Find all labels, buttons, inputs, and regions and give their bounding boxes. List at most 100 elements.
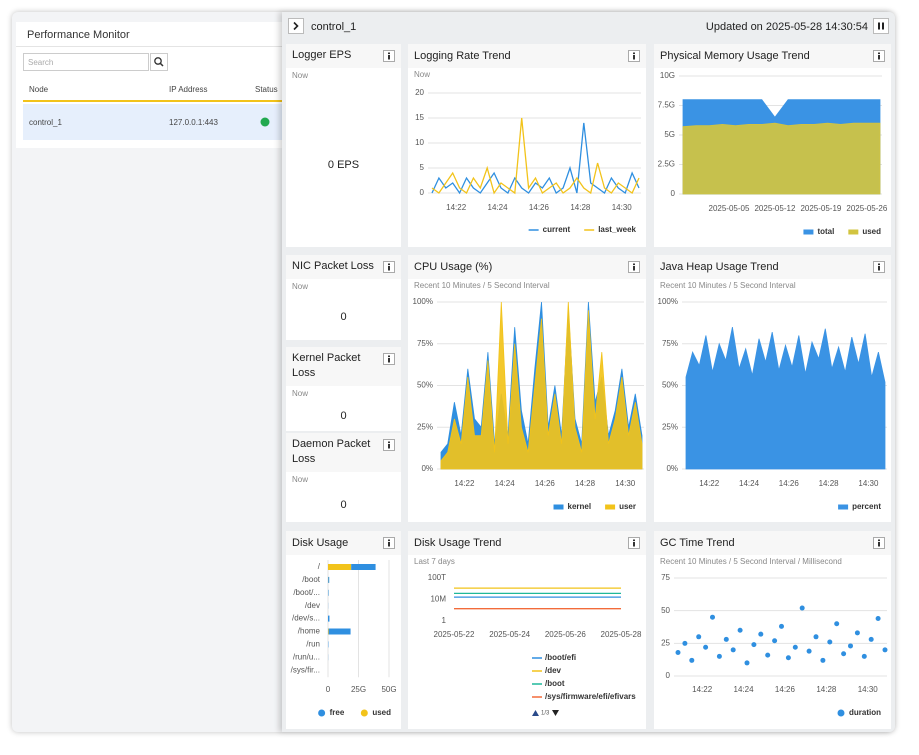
point [875, 616, 881, 622]
chart-widget: CPU Usage (%) Recent 10 Minutes / 5 Secon… [408, 255, 646, 522]
info-button[interactable] [873, 261, 885, 273]
point [792, 644, 798, 650]
info-stem [388, 358, 390, 363]
search-button[interactable] [150, 53, 168, 71]
widget-header: Logger EPS [286, 44, 401, 68]
legend-marker [838, 504, 849, 510]
point [779, 623, 784, 629]
x-tick-label: 14:22 [454, 479, 475, 488]
x-tick-label: 2025-05-24 [489, 630, 530, 639]
point [841, 651, 847, 657]
pager-prev[interactable] [532, 710, 539, 716]
widget-header: Java Heap Usage Trend [654, 255, 891, 279]
column-header: IP Address [169, 85, 208, 94]
x-tick-label: 2025-05-19 [800, 204, 841, 213]
updated-time: Updated on 2025-05-28 14:30:54 [705, 21, 868, 33]
info-button[interactable] [873, 50, 885, 62]
point [854, 630, 860, 636]
point [716, 653, 722, 659]
legend-label: percent [852, 502, 881, 511]
stat-label: Now [292, 389, 309, 398]
point [675, 649, 681, 655]
legend-label: used [372, 708, 391, 717]
info-button[interactable] [383, 261, 395, 273]
pager-next[interactable] [552, 710, 559, 716]
pause-button[interactable] [873, 18, 889, 34]
category-label: /sys/fir... [291, 665, 320, 674]
info-stem [633, 542, 635, 547]
info-button[interactable] [628, 50, 640, 62]
y-tick-label: 100% [658, 297, 678, 306]
point [730, 647, 736, 653]
info-dot [878, 263, 880, 266]
info-stem [878, 542, 880, 547]
x-tick-label: 14:28 [816, 685, 837, 694]
point [758, 631, 764, 637]
widget-title: Logging Rate Trend [414, 50, 511, 62]
x-tick-label: 14:22 [446, 203, 467, 212]
widget-title: Logger EPS [292, 49, 352, 61]
point [765, 652, 771, 658]
bar-segment [328, 576, 330, 583]
x-tick-label: 0 [326, 685, 331, 694]
info-button[interactable] [383, 439, 395, 451]
point [799, 605, 805, 611]
stat-widget: Daemon Packet Loss Now 0 [286, 433, 401, 522]
x-tick-label: 14:30 [858, 479, 879, 488]
info-stem [388, 542, 390, 547]
category-label: / [318, 562, 321, 571]
info-dot [633, 52, 635, 55]
y-tick-label: 75% [662, 339, 678, 348]
info-button[interactable] [628, 537, 640, 549]
bar-segment [351, 564, 376, 570]
x-tick-label: 2025-05-26 [545, 630, 586, 639]
point [723, 636, 729, 642]
chart: 1 10M 100T 2025-05-22 2025-05-24 2025-05-26 20… [428, 573, 642, 716]
node-list-panel: Performance Monitor Search Node IP Addre… [16, 22, 282, 148]
widget-header: Disk Usage [286, 531, 401, 555]
info-stem [388, 444, 390, 449]
chart: 0% 25% 50% 75% 100% 14:22 14:24 14:26 14:28 14:30… [658, 297, 887, 511]
column-header: Node [29, 85, 49, 94]
stat-value: 0 [340, 311, 347, 323]
point [806, 648, 812, 654]
search-input[interactable]: Search [23, 53, 149, 71]
y-tick-label: 75 [661, 573, 670, 582]
x-tick-label: 14:26 [779, 479, 800, 488]
category-label: /run [306, 640, 320, 649]
widget-header: GC Time Trend [654, 531, 891, 555]
info-dot [878, 539, 880, 542]
line [431, 122, 640, 195]
x-tick-label: 2025-05-22 [434, 630, 475, 639]
chart-subtitle: Last 7 days [414, 557, 455, 566]
stat-value: 0 [340, 410, 347, 422]
info-button[interactable] [383, 50, 395, 62]
chart-subtitle: Now [414, 70, 431, 79]
x-tick-label: 14:22 [692, 685, 713, 694]
x-tick-label: 14:26 [535, 479, 556, 488]
column-header: Status [255, 85, 278, 94]
widget-title: CPU Usage (%) [414, 261, 493, 273]
point [703, 644, 709, 650]
y-tick-label: 10 [415, 138, 424, 147]
info-button[interactable] [628, 261, 640, 273]
table-row[interactable]: control_1 127.0.0.1:443 [23, 104, 282, 140]
widget-header: Logging Rate Trend [408, 44, 646, 68]
chart: 0 25 50 75 14:22 14:24 14:26 14:28 14:30 duration [661, 573, 888, 717]
legend-marker [360, 709, 368, 717]
y-tick-label: 0 [666, 671, 671, 680]
x-tick-label: 14:30 [612, 203, 633, 212]
info-button[interactable] [383, 537, 395, 549]
point [710, 614, 715, 620]
node-name: control_1 [29, 118, 62, 127]
collapse-button[interactable] [288, 18, 304, 34]
legend-marker [837, 709, 845, 717]
stat-value: 0 EPS [327, 159, 360, 171]
info-button[interactable] [873, 537, 885, 549]
point [772, 638, 778, 644]
info-button[interactable] [383, 353, 395, 365]
area [682, 122, 881, 195]
y-tick-label: 7.5G [658, 101, 675, 110]
ip-address: 127.0.0.1:443 [169, 118, 218, 127]
